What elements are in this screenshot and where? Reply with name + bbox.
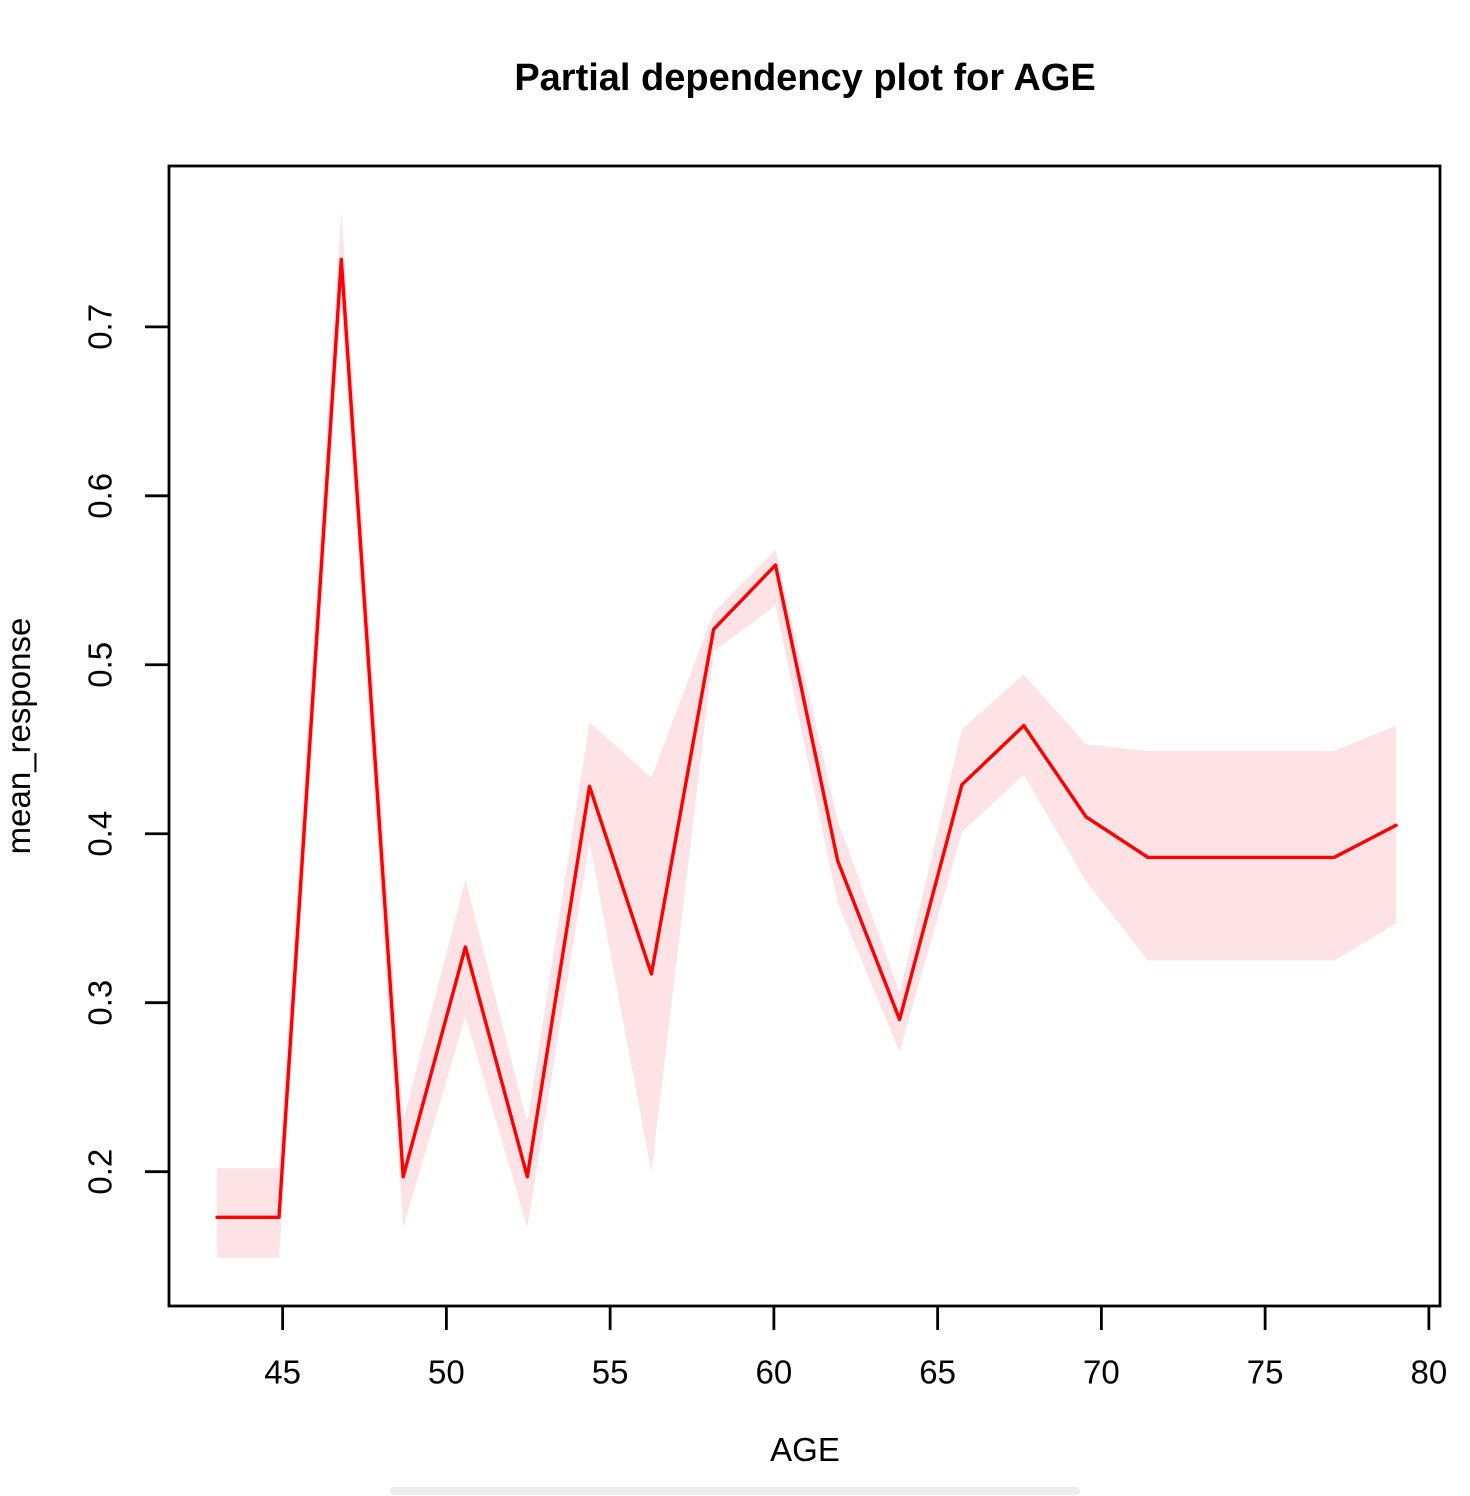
y-axis-ticks: 0.2 0.3 0.4 0.5 0.6 0.7 xyxy=(82,304,169,1195)
y-tick-label: 0.6 xyxy=(82,473,119,519)
y-tick-label: 0.2 xyxy=(82,1149,119,1195)
plot-border-box xyxy=(167,164,1442,1308)
x-axis-ticks: 45 50 55 60 65 70 75 80 xyxy=(264,1306,1447,1391)
x-tick-label: 45 xyxy=(264,1354,301,1391)
bottom-gray-bar xyxy=(390,1487,1080,1495)
x-tick-label: 75 xyxy=(1247,1354,1284,1391)
y-tick-label: 0.3 xyxy=(82,980,119,1026)
x-tick-label: 80 xyxy=(1411,1354,1448,1391)
y-tick-label: 0.4 xyxy=(82,811,119,857)
confidence-band-polygon xyxy=(217,212,1397,1258)
mean-response-line xyxy=(215,257,1398,1220)
chart-title: Partial dependency plot for AGE xyxy=(514,57,1095,99)
mean-response-polyline xyxy=(215,257,1398,1220)
x-tick-label: 50 xyxy=(428,1354,465,1391)
x-tick-label: 65 xyxy=(919,1354,956,1391)
x-axis-label: AGE xyxy=(770,1431,840,1468)
y-axis-label: mean_response xyxy=(0,618,37,855)
y-tick-label: 0.7 xyxy=(82,304,119,350)
x-tick-label: 70 xyxy=(1083,1354,1120,1391)
confidence-band xyxy=(217,212,1397,1258)
x-tick-label: 60 xyxy=(756,1354,793,1391)
y-tick-label: 0.5 xyxy=(82,642,119,688)
x-tick-label: 55 xyxy=(592,1354,629,1391)
